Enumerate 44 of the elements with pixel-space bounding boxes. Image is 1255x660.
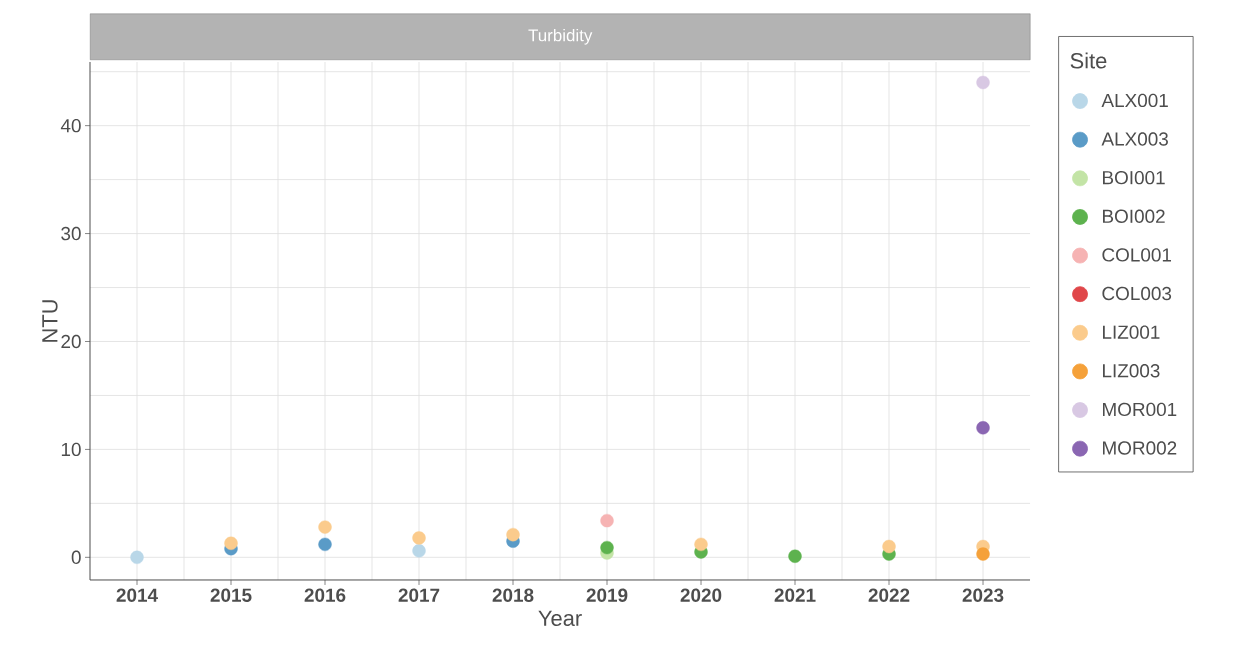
point: [976, 547, 990, 561]
legend-label: LIZ001: [1103, 325, 1160, 339]
point: [600, 540, 614, 555]
x-tick-label: 2014: [116, 588, 158, 602]
x-tick-label: 2017: [398, 588, 440, 602]
legend-label: BOI001: [1103, 170, 1165, 185]
point: [318, 537, 332, 552]
point: [976, 421, 990, 435]
point: [788, 549, 802, 563]
point: [130, 550, 144, 564]
legend-label: ALX003: [1101, 132, 1168, 146]
x-tick-label: 2021: [774, 588, 816, 602]
x-tick-label: 2015: [210, 588, 252, 602]
chart-title: Turbidity: [528, 28, 593, 45]
legend-label: LIZ003: [1103, 364, 1160, 378]
y-tick-label: 20: [61, 334, 81, 349]
x-tick-label: 2019: [586, 588, 628, 602]
point: [412, 544, 426, 558]
legend-label: BOI002: [1103, 209, 1165, 223]
legend-label: MOR002: [1103, 441, 1177, 455]
x-tick-label: 2016: [304, 588, 346, 602]
y-tick-label: 30: [61, 226, 81, 241]
x-tick-label: 2018: [492, 588, 534, 602]
x-tick-label: 2020: [680, 588, 722, 602]
y-tick-label: 10: [61, 442, 81, 457]
x-tick-label: 2023: [962, 588, 1004, 602]
legend-label: COL001: [1102, 248, 1172, 262]
point: [506, 527, 520, 542]
y-tick-label: 40: [60, 118, 81, 133]
point: [600, 513, 614, 528]
legend-label: COL003: [1102, 286, 1172, 301]
point: [412, 531, 426, 545]
y-axis-title: NTU: [42, 300, 58, 342]
y-tick-label: 0: [71, 550, 81, 565]
legend-title: Site: [1070, 52, 1107, 69]
point: [694, 537, 708, 552]
point: [224, 536, 238, 550]
legend-label: MOR001: [1103, 402, 1177, 417]
x-tick-label: 2022: [868, 588, 910, 602]
x-axis-title: Year: [538, 610, 582, 627]
point: [318, 520, 332, 534]
point: [882, 539, 896, 554]
point: [976, 75, 990, 90]
legend-label: ALX001: [1101, 93, 1168, 108]
